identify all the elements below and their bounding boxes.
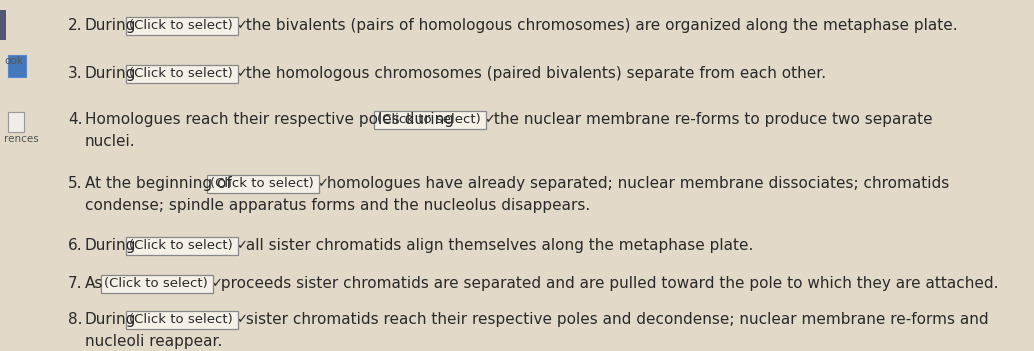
FancyBboxPatch shape [126, 17, 238, 35]
Text: During: During [85, 312, 136, 327]
Text: During: During [85, 238, 136, 253]
Text: proceeds sister chromatids are separated and are pulled toward the pole to which: proceeds sister chromatids are separated… [216, 276, 999, 291]
Text: condense; spindle apparatus forms and the nucleolus disappears.: condense; spindle apparatus forms and th… [85, 198, 590, 213]
FancyBboxPatch shape [207, 175, 318, 193]
Text: 3.: 3. [68, 66, 83, 81]
FancyBboxPatch shape [0, 10, 6, 40]
Text: 6.: 6. [68, 238, 83, 253]
Text: 7.: 7. [68, 276, 83, 291]
Text: (Click to select) ✓: (Click to select) ✓ [377, 113, 496, 126]
Text: As: As [85, 276, 103, 291]
Text: the bivalents (pairs of homologous chromosomes) are organized along the metaphas: the bivalents (pairs of homologous chrom… [241, 18, 957, 33]
Text: all sister chromatids align themselves along the metaphase plate.: all sister chromatids align themselves a… [241, 238, 754, 253]
Text: nuclei.: nuclei. [85, 134, 135, 149]
Text: 2.: 2. [68, 18, 83, 33]
Text: At the beginning of: At the beginning of [85, 176, 232, 191]
FancyBboxPatch shape [126, 237, 238, 255]
Text: 5.: 5. [68, 176, 83, 191]
Text: nucleoli reappear.: nucleoli reappear. [85, 334, 222, 349]
Text: (Click to select) ✓: (Click to select) ✓ [129, 239, 248, 252]
Text: the nuclear membrane re-forms to produce two separate: the nuclear membrane re-forms to produce… [489, 112, 933, 127]
FancyBboxPatch shape [101, 275, 213, 293]
Text: homologues have already separated; nuclear membrane dissociates; chromatids: homologues have already separated; nucle… [322, 176, 949, 191]
FancyBboxPatch shape [126, 311, 238, 329]
Text: the homologous chromosomes (paired bivalents) separate from each other.: the homologous chromosomes (paired bival… [241, 66, 826, 81]
Text: (Click to select) ✓: (Click to select) ✓ [210, 177, 329, 190]
FancyBboxPatch shape [374, 111, 486, 129]
Text: (Click to select) ✓: (Click to select) ✓ [129, 313, 248, 326]
Text: Homologues reach their respective poles during: Homologues reach their respective poles … [85, 112, 454, 127]
FancyBboxPatch shape [8, 112, 24, 132]
Text: (Click to select) ✓: (Click to select) ✓ [104, 277, 223, 290]
Text: ook: ook [4, 56, 23, 66]
Text: (Click to select) ✓: (Click to select) ✓ [129, 67, 248, 80]
Text: During: During [85, 66, 136, 81]
FancyBboxPatch shape [126, 65, 238, 83]
Text: During: During [85, 18, 136, 33]
Text: (Click to select) ✓: (Click to select) ✓ [129, 19, 248, 32]
Text: rences: rences [4, 134, 38, 144]
Text: 8.: 8. [68, 312, 83, 327]
Text: 4.: 4. [68, 112, 83, 127]
FancyBboxPatch shape [8, 55, 26, 77]
Text: sister chromatids reach their respective poles and decondense; nuclear membrane : sister chromatids reach their respective… [241, 312, 989, 327]
